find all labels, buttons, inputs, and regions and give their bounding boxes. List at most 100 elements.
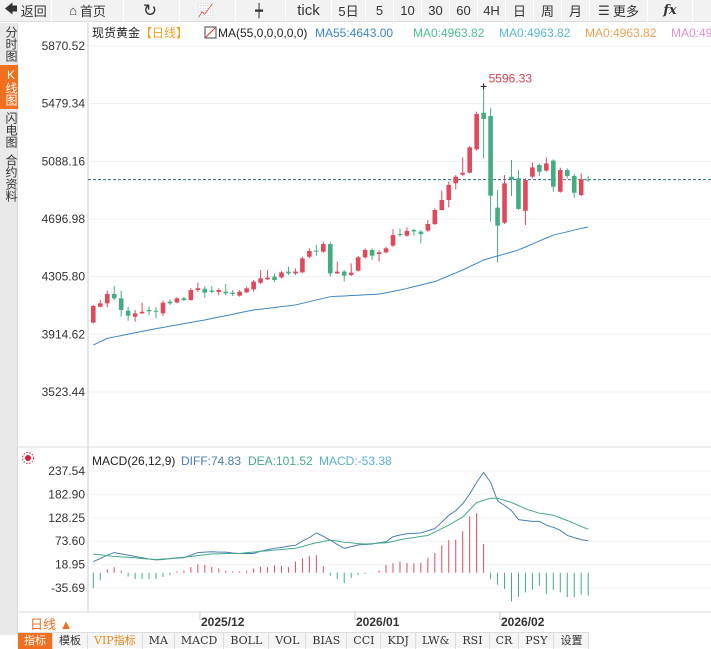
ma-value: MA0:4963.82 xyxy=(413,26,485,40)
macd-tick-label: 18.95 xyxy=(55,558,85,572)
candle-body xyxy=(97,303,103,307)
macd-header-value: MACD(26,12,9) xyxy=(92,454,175,468)
candle-body xyxy=(230,292,235,295)
candle xyxy=(146,306,152,315)
candle xyxy=(397,228,403,237)
toolbar-button-refresh[interactable]: ↻ xyxy=(124,0,180,22)
candle xyxy=(104,290,110,308)
candle xyxy=(551,159,556,192)
toolbar: 🡄 返回 ⌂ 首页 ↻ 📈 ┿ tick 5日 5 10 30 60 4H 日周月 ☰ 更多 fx xyxy=(0,0,711,22)
macd-tick-label: 237.54 xyxy=(48,464,85,478)
candle-body xyxy=(571,175,577,193)
menu-icon: ☰ xyxy=(598,2,610,18)
candle xyxy=(474,111,479,151)
candle xyxy=(495,189,500,263)
toolbar-button-menu[interactable]: ☰ 更多 xyxy=(590,0,648,22)
candle xyxy=(376,249,382,262)
ma-settings-icon xyxy=(204,26,217,39)
candle xyxy=(453,175,459,190)
toolbar-button-10[interactable]: 10 xyxy=(394,0,422,22)
candle-body xyxy=(341,271,347,276)
macd-tick-label: 73.60 xyxy=(55,534,85,548)
toolbar-label: 周 xyxy=(540,4,554,19)
candle-body xyxy=(334,271,340,274)
indicator-tab-psy[interactable]: PSY xyxy=(519,633,555,649)
view-tab-0[interactable]: 分时图 xyxy=(4,26,18,62)
candle xyxy=(432,208,438,226)
candle-body xyxy=(216,290,222,292)
ma-label: MA(55,0,0,0,0,0) xyxy=(218,26,307,40)
toolbar-button-月[interactable]: 月 xyxy=(562,0,590,22)
indicator-tab-指标[interactable]: 指标 xyxy=(18,633,53,649)
candle-body xyxy=(111,294,117,299)
toolbar-button-back-arrow[interactable]: 🡄 返回 xyxy=(0,0,52,22)
indicator-tab-设置[interactable]: 设置 xyxy=(554,633,590,649)
candle xyxy=(244,286,249,294)
indicator-tab-cr[interactable]: CR xyxy=(490,633,520,649)
toolbar-button-4H[interactable]: 4H xyxy=(478,0,506,22)
candle xyxy=(307,248,312,259)
candle-body xyxy=(557,170,563,192)
candle-body xyxy=(104,294,110,304)
candle xyxy=(502,175,507,225)
indicator-tab-kdj[interactable]: KDJ xyxy=(381,633,416,649)
period-selector[interactable]: 日线 ▲ xyxy=(30,617,73,632)
toolbar-label: fx xyxy=(663,3,677,18)
candle xyxy=(481,86,486,159)
indicator-tab-ma[interactable]: MA xyxy=(143,633,175,649)
candle xyxy=(425,220,431,232)
toolbar-button-5[interactable]: 5 xyxy=(366,0,394,22)
candle-body xyxy=(327,244,333,274)
view-tab-2[interactable]: 闪电图 xyxy=(4,112,18,148)
toolbar-button-indicator-chart[interactable]: 📈 xyxy=(180,0,236,22)
candle-body xyxy=(432,210,438,225)
candle xyxy=(97,300,103,308)
candle xyxy=(544,157,549,172)
indicator-tab-模板[interactable]: 模板 xyxy=(53,633,88,649)
candle-body xyxy=(153,310,159,312)
view-tab-3[interactable]: 合约资料 xyxy=(4,154,18,202)
candle xyxy=(174,297,180,304)
candlestick-icon: ┿ xyxy=(255,2,263,18)
indicator-tab-bias[interactable]: BIAS xyxy=(306,633,348,649)
refresh-icon: ↻ xyxy=(142,0,158,20)
indicator-tab-lw&[interactable]: LW& xyxy=(416,633,457,649)
toolbar-button-周[interactable]: 周 xyxy=(534,0,562,22)
indicator-tab-boll[interactable]: BOLL xyxy=(224,633,270,649)
candle xyxy=(516,170,521,211)
view-tab-1[interactable]: K线图 xyxy=(0,65,18,109)
price-tick-label: 4696.98 xyxy=(42,212,86,226)
candle-body xyxy=(495,207,500,226)
candle xyxy=(167,299,173,305)
candle-body xyxy=(460,172,466,175)
date-label: 2026/01 xyxy=(356,615,400,629)
candle-body xyxy=(453,176,459,184)
candle xyxy=(265,270,270,281)
toolbar-button-formula[interactable]: fx xyxy=(648,0,693,22)
toolbar-button-60[interactable]: 60 xyxy=(450,0,478,22)
candle xyxy=(118,290,124,317)
toolbar-button-5日[interactable]: 5日 xyxy=(332,0,366,22)
candle xyxy=(293,268,298,276)
candle xyxy=(279,271,284,279)
toolbar-button-candlestick[interactable]: ┿ xyxy=(236,0,286,22)
indicator-tab-rsi[interactable]: RSI xyxy=(456,633,490,649)
candle-body xyxy=(167,301,173,304)
toolbar-label: 月 xyxy=(568,4,582,19)
price-tick-label: 3523.44 xyxy=(42,385,86,399)
price-tick-label: 5479.34 xyxy=(42,97,86,111)
indicator-tab-cci[interactable]: CCI xyxy=(347,633,382,649)
indicator-tab-macd[interactable]: MACD xyxy=(175,633,225,649)
candle xyxy=(537,163,542,176)
toolbar-button-tick[interactable]: tick xyxy=(286,0,332,22)
toolbar-button-30[interactable]: 30 xyxy=(422,0,450,22)
toolbar-button-日[interactable]: 日 xyxy=(506,0,534,22)
candle-body xyxy=(314,250,319,252)
indicator-tab-vol[interactable]: VOL xyxy=(269,633,307,649)
candle xyxy=(258,270,263,285)
candle-body xyxy=(467,147,472,173)
indicator-tab-vip指标[interactable]: VIP指标 xyxy=(88,633,143,649)
candle-body xyxy=(181,298,187,301)
chart-area[interactable]: 5870.52 5479.34 5088.16 4696.98 4305.80 3914.… xyxy=(0,0,711,632)
toolbar-button-home[interactable]: ⌂ 首页 xyxy=(52,0,124,22)
